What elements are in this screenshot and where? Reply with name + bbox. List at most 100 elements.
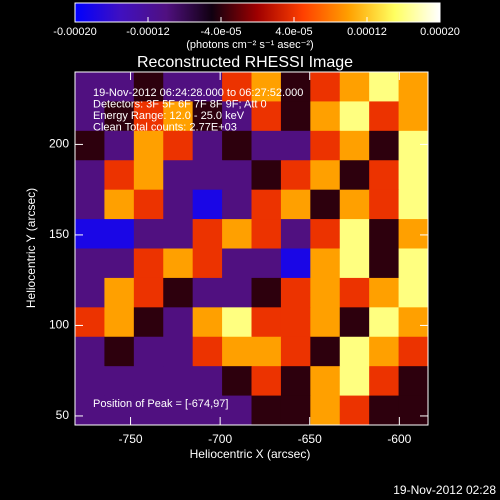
heatmap-cell	[369, 130, 400, 161]
heatmap-cell	[133, 219, 164, 249]
heatmap-cell	[222, 72, 252, 102]
x-tick-label: -750	[119, 432, 143, 446]
heatmap-cell	[280, 219, 311, 249]
heatmap-cell	[104, 189, 135, 220]
heatmap-cell	[222, 336, 252, 367]
annotation: Detectors: 3F 5F 6F 7F 8F 9F; Att 0	[93, 98, 267, 110]
heatmap-cell	[163, 395, 194, 426]
heatmap-cell	[133, 160, 164, 191]
heatmap-cell	[163, 219, 194, 249]
heatmap-cell	[339, 72, 370, 102]
heatmap-cell	[251, 366, 282, 397]
heatmap-cell	[133, 307, 164, 338]
colorbar-tick-label: -4.0e-05	[201, 26, 242, 38]
heatmap-cell	[75, 336, 105, 367]
heatmap-cell	[280, 307, 311, 338]
heatmap-cell	[369, 72, 400, 102]
heatmap-cell	[310, 277, 341, 308]
heatmap-cell	[133, 130, 164, 161]
heatmap-cell	[222, 130, 252, 161]
heatmap-cell	[310, 130, 341, 161]
heatmap-cell	[192, 248, 223, 279]
heatmap-cell	[222, 395, 252, 426]
heatmap-cell	[163, 248, 194, 279]
heatmap-cell	[398, 336, 429, 367]
heatmap-cell	[222, 248, 252, 279]
heatmap-cell	[222, 277, 252, 308]
heatmap-cell	[104, 160, 135, 191]
colorbar-tick-label: -0.00012	[126, 26, 169, 38]
heatmap-cell	[310, 248, 341, 279]
heatmap-cell	[369, 101, 400, 132]
heatmap-cell	[104, 219, 135, 249]
y-axis-label: Heliocentric Y (arcsec)	[24, 188, 38, 308]
heatmap-cell	[163, 277, 194, 308]
heatmap-cell	[251, 277, 282, 308]
x-tick-label: -650	[298, 432, 322, 446]
heatmap-cell	[251, 248, 282, 279]
heatmap-cell	[192, 307, 223, 338]
heatmap-cell	[163, 336, 194, 367]
heatmap-cell	[280, 189, 311, 220]
heatmap-cell	[104, 101, 135, 132]
heatmap-cell	[75, 101, 105, 132]
heatmap-cell	[222, 101, 252, 132]
heatmap-cell	[222, 366, 252, 397]
heatmap-cell	[163, 366, 194, 397]
heatmap-cell	[398, 277, 429, 308]
heatmap-cell	[339, 219, 370, 249]
heatmap-cell	[192, 277, 223, 308]
colorbar-tick-label: 4.0e-05	[275, 26, 312, 38]
heatmap-cell	[104, 395, 135, 426]
heatmap-cell	[339, 307, 370, 338]
heatmap-cell	[398, 248, 429, 279]
heatmap-cell	[104, 130, 135, 161]
heatmap-cell	[251, 160, 282, 191]
heatmap-cell	[133, 189, 164, 220]
colorbar-tick-label: 0.00012	[347, 26, 387, 38]
colorbar	[74, 2, 441, 23]
heatmap-cell	[251, 395, 282, 426]
heatmap-cell	[75, 366, 105, 397]
heatmap-cell	[104, 336, 135, 367]
heatmap-cell	[369, 277, 400, 308]
heatmap-cell	[104, 366, 135, 397]
heatmap-cell	[310, 160, 341, 191]
heatmap-cell	[75, 219, 105, 249]
heatmap-cell	[75, 160, 105, 191]
heatmap-cell	[222, 307, 252, 338]
heatmap-cell	[369, 189, 400, 220]
heatmap-cell	[192, 101, 223, 132]
heatmap-cell	[339, 189, 370, 220]
heatmap-cell	[251, 189, 282, 220]
heatmap-cell	[398, 101, 429, 132]
heatmap-cell	[104, 277, 135, 308]
annotation: Energy Range: 12.0 - 25.0 keV	[93, 110, 245, 122]
heatmap-cell	[192, 72, 223, 102]
heatmap-cell	[398, 219, 429, 249]
heatmap-cell	[75, 248, 105, 279]
annotation: Clean Total counts: 2.77E+03	[93, 121, 237, 133]
x-tick-label: -700	[208, 432, 232, 446]
heatmap-cell	[163, 189, 194, 220]
heatmap-cell	[398, 395, 429, 426]
y-tick-label: 50	[56, 408, 70, 422]
heatmap-cell	[104, 307, 135, 338]
x-axis-label: Heliocentric X (arcsec)	[190, 447, 311, 461]
heatmap-cell	[369, 366, 400, 397]
heatmap-cell	[339, 130, 370, 161]
heatmap-cell	[222, 189, 252, 220]
heatmap-cell	[398, 307, 429, 338]
heatmap-cell	[133, 366, 164, 397]
footer: 19-Nov-2012 02:28	[393, 483, 496, 497]
heatmap-cell	[398, 189, 429, 220]
heatmap-cell	[280, 130, 311, 161]
heatmap-cell	[310, 395, 341, 426]
heatmap-cell	[251, 336, 282, 367]
heatmap-cell	[163, 307, 194, 338]
heatmap-cell	[280, 366, 311, 397]
heatmap-cell	[75, 277, 105, 308]
y-tick-label: 200	[49, 137, 69, 151]
heatmap-cell	[310, 101, 341, 132]
heatmap-cell	[339, 101, 370, 132]
